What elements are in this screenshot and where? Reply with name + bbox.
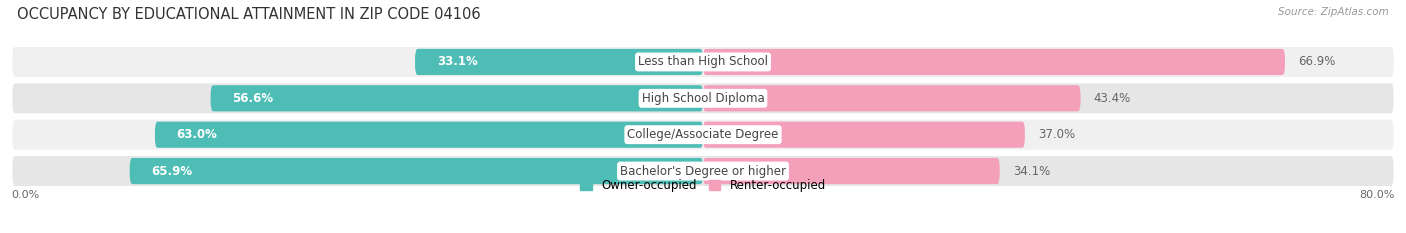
- FancyBboxPatch shape: [703, 158, 1000, 184]
- Text: 66.9%: 66.9%: [1298, 55, 1336, 69]
- FancyBboxPatch shape: [155, 122, 703, 148]
- FancyBboxPatch shape: [11, 82, 1395, 114]
- FancyBboxPatch shape: [703, 85, 1081, 111]
- Text: College/Associate Degree: College/Associate Degree: [627, 128, 779, 141]
- Text: 0.0%: 0.0%: [11, 190, 39, 200]
- Text: 65.9%: 65.9%: [152, 164, 193, 178]
- FancyBboxPatch shape: [703, 122, 1025, 148]
- Legend: Owner-occupied, Renter-occupied: Owner-occupied, Renter-occupied: [575, 175, 831, 197]
- Text: Source: ZipAtlas.com: Source: ZipAtlas.com: [1278, 7, 1389, 17]
- FancyBboxPatch shape: [11, 46, 1395, 78]
- Text: 34.1%: 34.1%: [1012, 164, 1050, 178]
- Text: Less than High School: Less than High School: [638, 55, 768, 69]
- Text: Bachelor's Degree or higher: Bachelor's Degree or higher: [620, 164, 786, 178]
- Text: 80.0%: 80.0%: [1360, 190, 1395, 200]
- FancyBboxPatch shape: [11, 119, 1395, 151]
- FancyBboxPatch shape: [129, 158, 703, 184]
- FancyBboxPatch shape: [11, 155, 1395, 187]
- FancyBboxPatch shape: [211, 85, 703, 111]
- FancyBboxPatch shape: [703, 49, 1285, 75]
- Text: 56.6%: 56.6%: [232, 92, 274, 105]
- Text: 63.0%: 63.0%: [177, 128, 218, 141]
- Text: 43.4%: 43.4%: [1094, 92, 1130, 105]
- Text: 33.1%: 33.1%: [437, 55, 478, 69]
- Text: 37.0%: 37.0%: [1038, 128, 1076, 141]
- Text: High School Diploma: High School Diploma: [641, 92, 765, 105]
- Text: OCCUPANCY BY EDUCATIONAL ATTAINMENT IN ZIP CODE 04106: OCCUPANCY BY EDUCATIONAL ATTAINMENT IN Z…: [17, 7, 481, 22]
- FancyBboxPatch shape: [415, 49, 703, 75]
